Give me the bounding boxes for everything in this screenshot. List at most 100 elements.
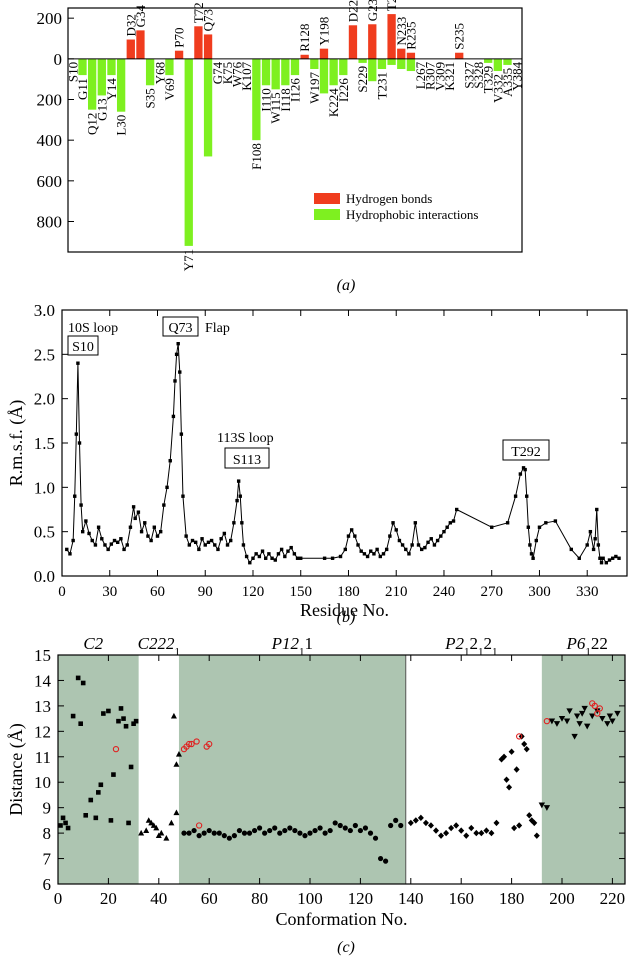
rmsf-point — [610, 556, 615, 560]
p1211-point — [201, 830, 207, 836]
p6122-point — [558, 716, 566, 722]
p1211-point — [372, 835, 379, 841]
residue-label: T231 — [374, 72, 389, 99]
p212121-point — [516, 822, 523, 829]
y-tick-label: 0 — [54, 50, 63, 69]
plot-frame — [67, 7, 523, 253]
rmsf-point — [455, 507, 459, 512]
p6122-point — [589, 713, 596, 720]
p212121-point — [458, 827, 465, 834]
residue-label: Q73 — [201, 9, 216, 31]
rmsf-point — [614, 554, 618, 559]
rmsf-point — [65, 547, 69, 552]
hydrophobic-bar — [406, 58, 416, 72]
p1211-point — [221, 833, 227, 839]
p1211-point — [226, 835, 232, 841]
rmsf-point — [391, 521, 395, 525]
x-tick-label: 240 — [433, 584, 456, 600]
rmsf-point — [103, 543, 107, 547]
rmsf-point — [322, 556, 327, 560]
p1211-point — [357, 827, 363, 834]
c2-point — [128, 764, 134, 770]
x-tick-label: 80 — [251, 889, 268, 908]
p1211-point — [287, 825, 293, 831]
highlight-point — [195, 822, 203, 829]
rmsf-point — [179, 432, 184, 436]
y-tick-label: 2.0 — [34, 390, 55, 409]
c2-point — [60, 815, 66, 821]
rmsf-point — [100, 537, 104, 541]
residue-label: S229 — [355, 66, 370, 93]
p212121-point — [427, 822, 434, 829]
hydrophobic-bar — [484, 58, 493, 63]
rmsf-point — [260, 549, 265, 553]
x-tick-label: 140 — [398, 889, 424, 908]
p212121-point — [468, 824, 475, 832]
rmsf-point — [544, 521, 548, 525]
hbond-bar — [387, 14, 396, 59]
highlight-point — [185, 740, 193, 748]
group-label-2: P1211 — [271, 634, 313, 658]
p1211-point — [342, 825, 348, 831]
rmsf-point — [525, 494, 529, 498]
highlight-point — [206, 740, 213, 748]
hydrophobic-bar — [87, 58, 97, 110]
highlight-point — [596, 705, 603, 712]
p212121-point — [463, 832, 470, 839]
rmsf-point — [241, 543, 246, 547]
p1211-point — [262, 830, 268, 836]
rmsf-point — [299, 556, 303, 560]
rmsf-point — [416, 543, 421, 547]
residue-label: W197 — [307, 72, 322, 104]
rmsf-point — [68, 552, 72, 556]
rmsf-point — [338, 554, 343, 559]
p1211-point — [196, 833, 202, 839]
p6122-point — [578, 710, 586, 717]
rmsf-point — [601, 556, 605, 560]
x-tick-label: 60 — [150, 584, 165, 600]
p1211-point — [388, 822, 394, 829]
rmsf-point — [168, 459, 172, 463]
annotation-flap: Flap — [205, 321, 230, 336]
rmsf-point — [176, 341, 180, 346]
residue-label: S328 — [471, 62, 486, 89]
residue-label: Y14 — [104, 78, 119, 101]
rmsf-point — [384, 547, 389, 552]
rmsf-point — [264, 556, 268, 560]
c2-point — [131, 721, 136, 726]
residue-label: Q12 — [85, 113, 100, 135]
residue-label: V309 — [432, 62, 447, 91]
rmsf-point — [599, 561, 604, 565]
residue-label: G230 — [365, 0, 380, 21]
rmsf-point — [435, 538, 440, 543]
p212121-point — [523, 745, 530, 753]
c2-point — [96, 790, 101, 795]
p6122-point — [573, 713, 581, 720]
annotation-113s-loop: 113S loop — [217, 431, 274, 446]
group-label-part: 22 — [591, 634, 608, 653]
p6122-point — [599, 716, 606, 722]
group-label-part: 2 — [469, 634, 478, 653]
rmsf-point — [155, 534, 160, 538]
residue-label: P70 — [172, 27, 187, 47]
x-tick-label: 330 — [576, 584, 599, 600]
p212121-point — [521, 740, 528, 748]
residue-label: A335 — [500, 68, 515, 97]
rmsf-point — [125, 543, 129, 547]
x-axis-label: Residue No. — [300, 600, 389, 620]
residue-label: D32 — [123, 14, 138, 36]
c222-point — [143, 827, 150, 833]
residue-label: R128 — [297, 24, 312, 52]
legend-swatch-hbond — [314, 193, 340, 204]
p1211-point — [246, 830, 253, 836]
p6122-point — [584, 723, 591, 730]
rmsf-point — [119, 537, 123, 541]
rmsf-point — [251, 556, 255, 560]
residue-label: G34 — [133, 4, 148, 27]
rmsf-line-chart: 0 30 60 90 120 150 180 210 240 270 300 330 0.0 0.5 1.0… — [6, 301, 628, 626]
hydrophobic-bar — [78, 58, 87, 76]
rmsf-point — [534, 538, 538, 543]
rmsf-point — [276, 552, 281, 556]
rmsf-point — [146, 534, 150, 538]
